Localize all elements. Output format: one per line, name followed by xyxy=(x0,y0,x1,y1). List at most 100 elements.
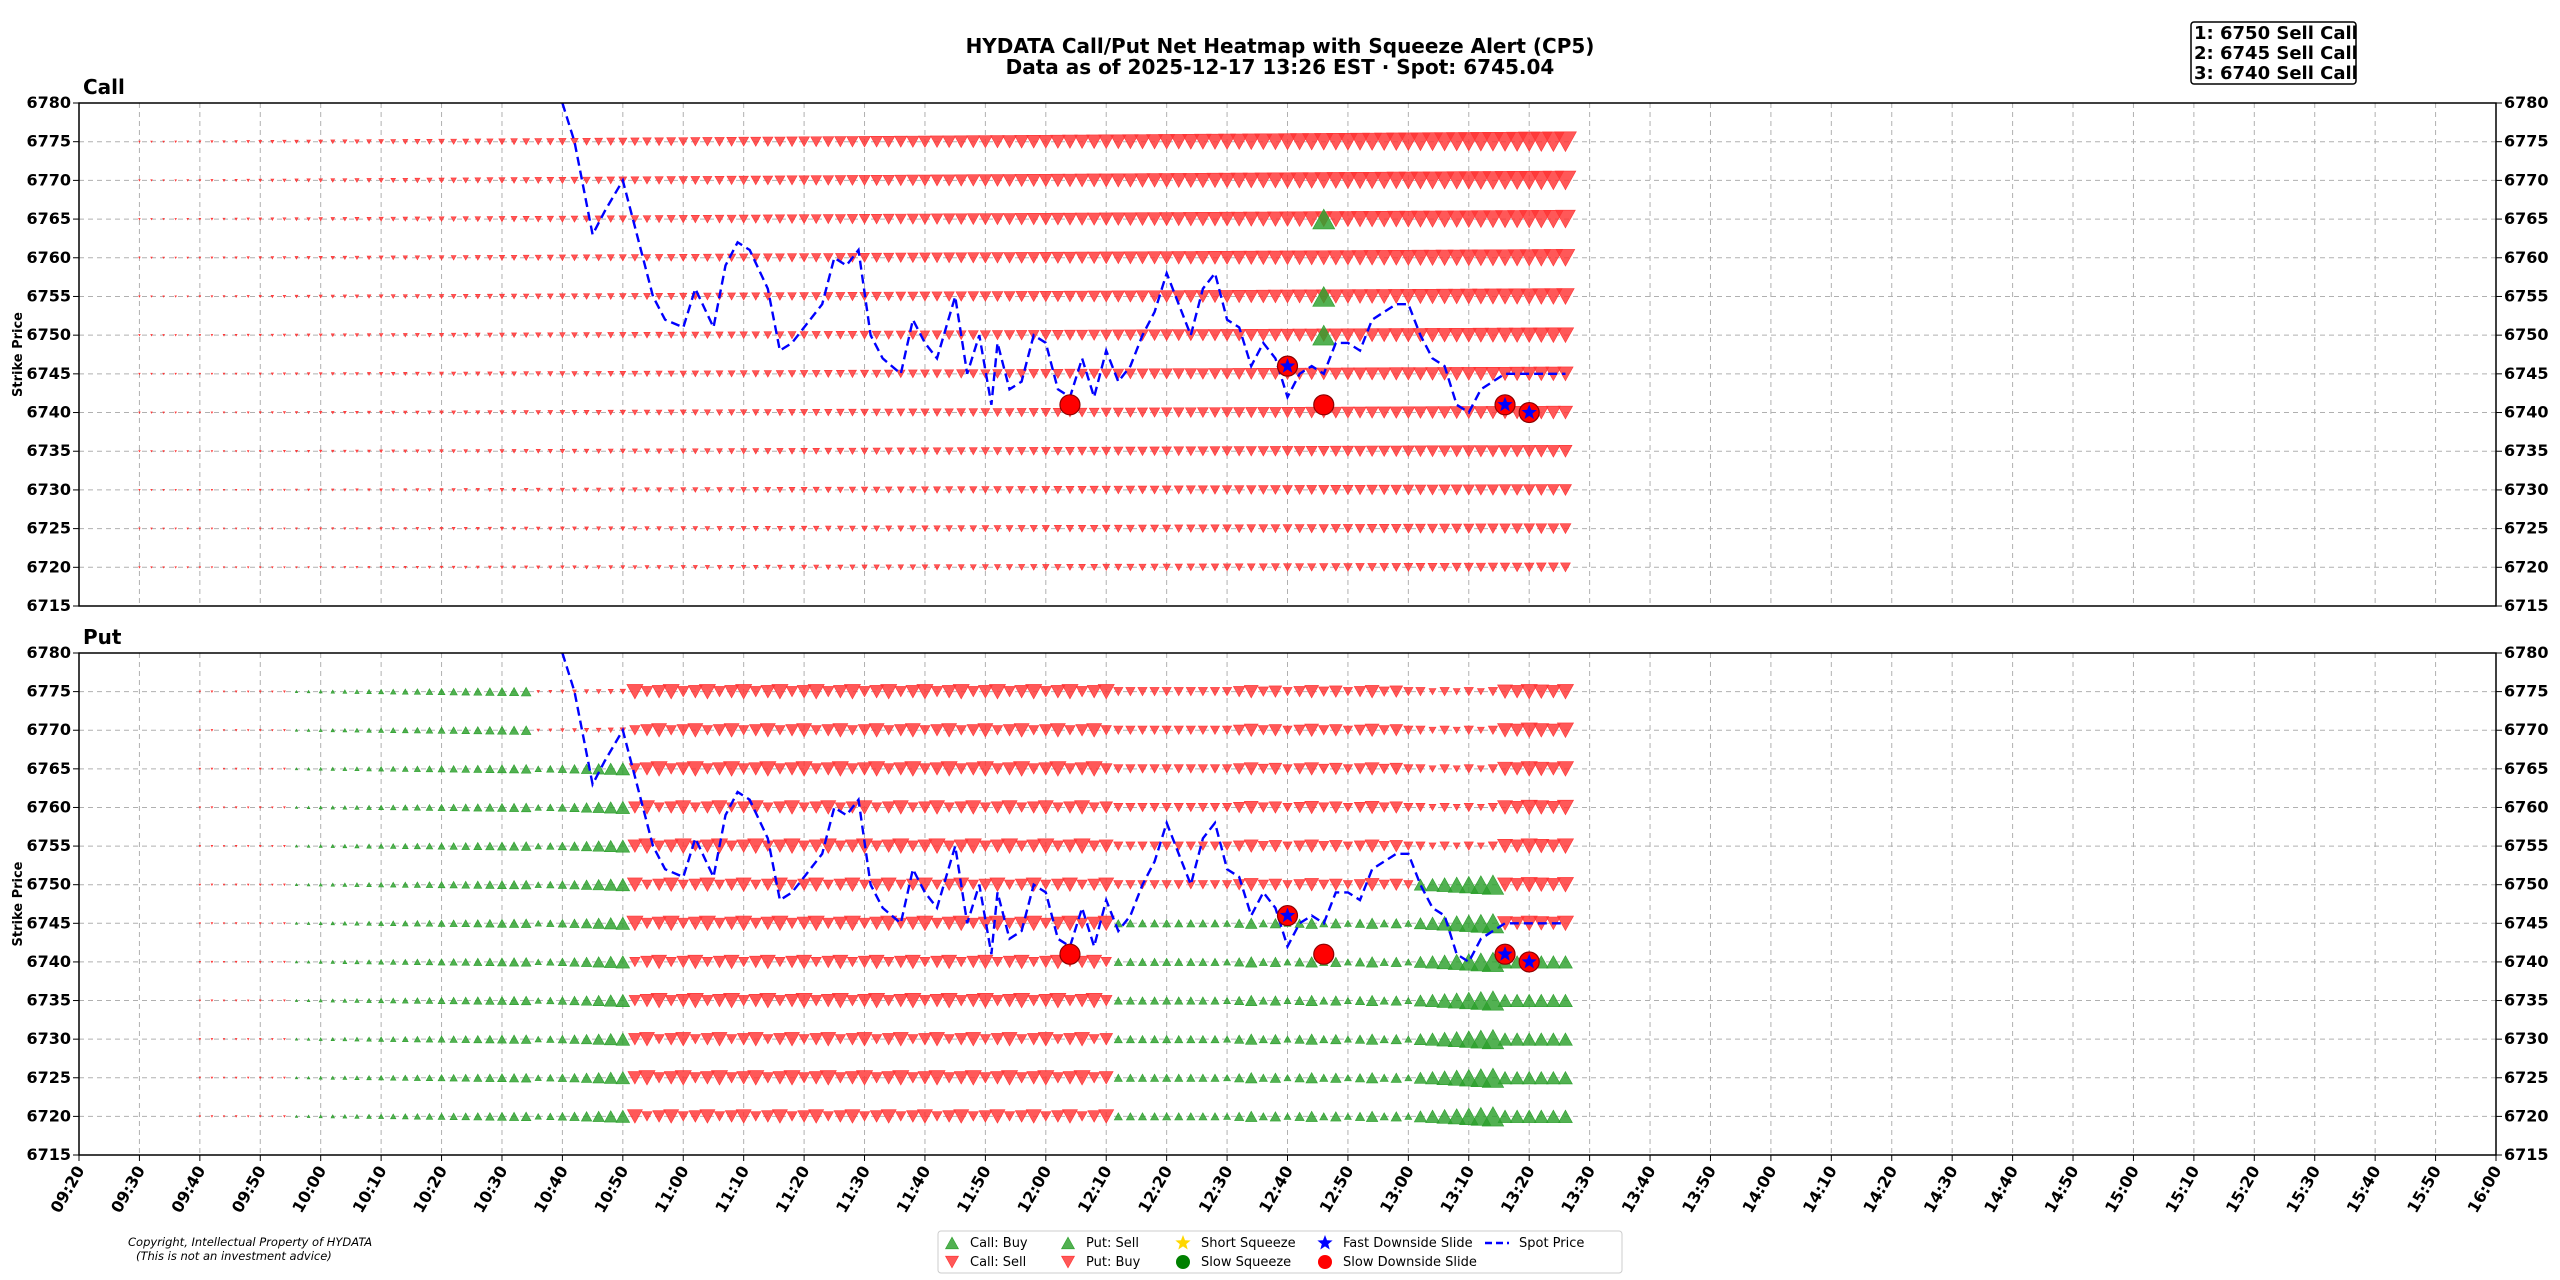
call-flow-marker xyxy=(1390,484,1403,496)
call-flow-marker xyxy=(210,527,214,530)
put-flow-marker xyxy=(1244,917,1258,929)
put-flow-marker xyxy=(843,684,861,700)
put-flow-marker xyxy=(750,1111,762,1122)
call-flow-marker xyxy=(510,254,518,261)
put-flow-marker xyxy=(1162,1112,1172,1121)
call-flow-marker xyxy=(307,488,311,492)
call-flow-marker xyxy=(1221,485,1233,495)
put-flow-marker xyxy=(198,922,202,925)
call-flow-marker xyxy=(859,330,870,340)
put-flow-marker xyxy=(1197,803,1209,813)
put-flow-marker xyxy=(461,764,471,773)
call-flow-marker xyxy=(847,369,857,379)
put-flow-marker xyxy=(210,1076,214,1080)
call-flow-marker xyxy=(630,176,640,185)
put-flow-marker xyxy=(1447,1069,1466,1086)
call-flow-marker xyxy=(835,331,846,340)
call-flow-marker xyxy=(762,253,773,263)
call-flow-marker xyxy=(198,488,202,492)
call-flow-marker xyxy=(1351,289,1369,304)
call-flow-marker xyxy=(1367,563,1377,572)
put-flow-marker xyxy=(1052,1034,1064,1045)
call-flow-marker xyxy=(1246,524,1257,534)
call-flow-marker xyxy=(1523,523,1536,535)
call-flow-marker xyxy=(1206,172,1224,189)
put-flow-marker xyxy=(1244,1033,1258,1045)
call-flow-marker xyxy=(644,526,650,532)
put-flow-marker xyxy=(1556,722,1575,739)
call-flow-marker xyxy=(1039,291,1053,303)
put-flow-marker xyxy=(330,959,336,964)
call-flow-marker xyxy=(427,410,432,415)
put-flow-marker xyxy=(797,1110,811,1123)
put-flow-marker xyxy=(1282,803,1293,813)
call-flow-marker xyxy=(1556,288,1575,305)
call-flow-marker xyxy=(415,371,420,377)
put-flow-marker xyxy=(1150,996,1160,1005)
put-flow-marker xyxy=(1209,880,1221,890)
call-flow-marker xyxy=(1487,562,1499,573)
call-flow-marker xyxy=(354,255,360,261)
put-flow-marker xyxy=(675,994,691,1008)
put-flow-marker xyxy=(918,995,932,1007)
put-flow-marker xyxy=(1244,994,1258,1007)
call-flow-marker xyxy=(1343,563,1353,572)
put-flow-marker xyxy=(546,1035,555,1043)
call-flow-marker xyxy=(162,411,165,414)
put-flow-marker xyxy=(1425,1070,1440,1085)
call-flow-marker xyxy=(931,330,943,341)
put-flow-marker xyxy=(283,767,286,771)
put-flow-marker xyxy=(425,1112,434,1120)
put-flow-marker xyxy=(1125,880,1136,890)
put-flow-marker xyxy=(736,801,751,814)
call-flow-marker xyxy=(774,136,786,148)
call-flow-marker xyxy=(1245,407,1258,419)
put-flow-marker xyxy=(771,915,789,932)
call-flow-marker xyxy=(1266,172,1285,189)
call-flow-marker xyxy=(523,332,530,339)
put-flow-marker xyxy=(1342,803,1354,813)
call-flow-marker xyxy=(811,331,821,340)
call-flow-marker xyxy=(1295,563,1305,572)
call-flow-marker xyxy=(919,252,931,264)
put-flow-marker xyxy=(735,915,753,932)
put-flow-marker xyxy=(425,842,434,850)
call-flow-marker xyxy=(1041,525,1050,533)
put-flow-marker xyxy=(271,999,274,1002)
put-flow-marker xyxy=(723,723,740,738)
put-flow-marker xyxy=(1100,725,1112,736)
put-flow-marker xyxy=(294,1114,299,1118)
call-flow-marker xyxy=(1255,289,1271,304)
call-flow-marker xyxy=(222,372,226,376)
call-flow-marker xyxy=(475,449,481,454)
call-flow-marker xyxy=(1307,563,1317,572)
put-flow-marker xyxy=(674,1070,692,1086)
call-flow-marker xyxy=(1098,134,1115,150)
put-flow-marker xyxy=(988,684,1007,700)
call-flow-marker xyxy=(342,178,348,183)
call-flow-marker xyxy=(981,564,989,571)
call-flow-marker xyxy=(726,137,737,147)
call-flow-marker xyxy=(150,295,153,298)
put-flow-marker xyxy=(401,765,409,772)
call-flow-marker xyxy=(799,253,810,263)
put-flow-marker xyxy=(1014,916,1030,931)
put-flow-marker xyxy=(1558,993,1573,1008)
call-flow-marker xyxy=(871,291,882,302)
call-flow-marker xyxy=(1051,251,1065,264)
call-flow-marker xyxy=(812,486,820,494)
y-tick-label: 6735 xyxy=(26,991,71,1010)
call-flow-marker xyxy=(138,488,141,492)
call-panel-title: Call xyxy=(83,75,125,99)
put-flow-marker xyxy=(306,728,311,732)
call-flow-marker xyxy=(486,177,494,184)
call-flow-marker xyxy=(654,254,664,262)
call-flow-marker xyxy=(811,292,822,302)
put-flow-marker xyxy=(880,915,898,932)
call-flow-marker xyxy=(1338,132,1358,151)
call-flow-marker xyxy=(1210,524,1220,534)
put-flow-marker xyxy=(1015,802,1028,813)
call-flow-marker xyxy=(703,292,712,301)
call-flow-marker xyxy=(162,295,165,298)
call-flow-marker xyxy=(258,372,262,376)
